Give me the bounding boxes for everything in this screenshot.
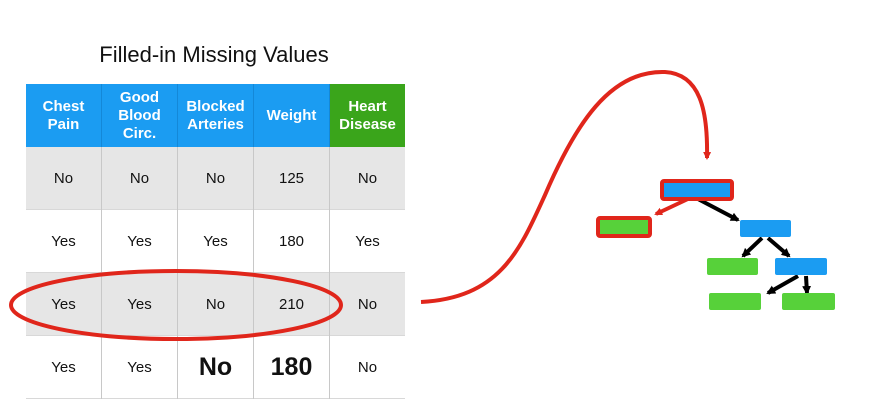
table-title: Filled-in Missing Values — [99, 42, 329, 67]
table-cell: No — [329, 147, 405, 210]
table-cell: No — [26, 147, 102, 210]
tree-leaf — [709, 293, 761, 310]
table-cell: 125 — [253, 147, 330, 210]
edge-low-left — [766, 274, 799, 295]
table-cell: Yes — [26, 209, 102, 273]
table-cell: Yes — [355, 232, 380, 250]
table-cell: Yes — [101, 209, 178, 273]
table-cell: No — [357, 358, 378, 376]
filled-in-value: 180 — [253, 335, 330, 399]
tree-leaf — [707, 258, 758, 275]
table-cell: 180 — [253, 209, 330, 273]
table-row: Yes Yes Yes 180 Yes — [26, 209, 405, 273]
edge-root-right — [697, 197, 740, 222]
table-cell: Yes — [101, 272, 178, 336]
path-arrow — [420, 69, 712, 304]
tree-leaf-selected — [596, 216, 652, 238]
header-blocked-arteries: Blocked Arteries — [177, 84, 254, 147]
table-cell: No — [177, 147, 254, 210]
header-heart-disease: Heart Disease — [329, 84, 405, 147]
header-row: Chest Pain Good Blood Circ. Blocked Arte… — [26, 84, 405, 147]
tree-leaf — [782, 293, 835, 310]
table-cell: Yes — [101, 335, 178, 399]
edge-low-right — [802, 275, 812, 295]
table-row-highlighted: Yes Yes No 210 No — [26, 272, 405, 336]
table-cell: 210 — [253, 272, 330, 336]
tree-node-mid — [740, 220, 791, 237]
table-cell: No — [101, 147, 178, 210]
edge-mid-right — [766, 236, 791, 258]
header-good-blood-circ: Good Blood Circ. — [101, 84, 178, 147]
header-weight: Weight — [253, 84, 330, 147]
table-cell: No — [177, 272, 254, 336]
table-cell: Yes — [177, 209, 254, 273]
edge-mid-left — [741, 236, 764, 258]
filled-in-value: No — [177, 335, 254, 399]
table-row: No No No 125 No — [26, 147, 405, 210]
table-cell: Yes — [26, 335, 102, 399]
tree-node-root — [660, 179, 734, 201]
header-chest-pain: Chest Pain — [26, 84, 102, 147]
data-table: Chest Pain Good Blood Circ. Blocked Arte… — [26, 84, 405, 399]
tree-node-low — [775, 258, 827, 275]
row-highlight-ellipse — [9, 269, 343, 341]
table-row: Yes Yes No 180 No — [26, 335, 405, 399]
table-cell: No — [329, 272, 405, 336]
